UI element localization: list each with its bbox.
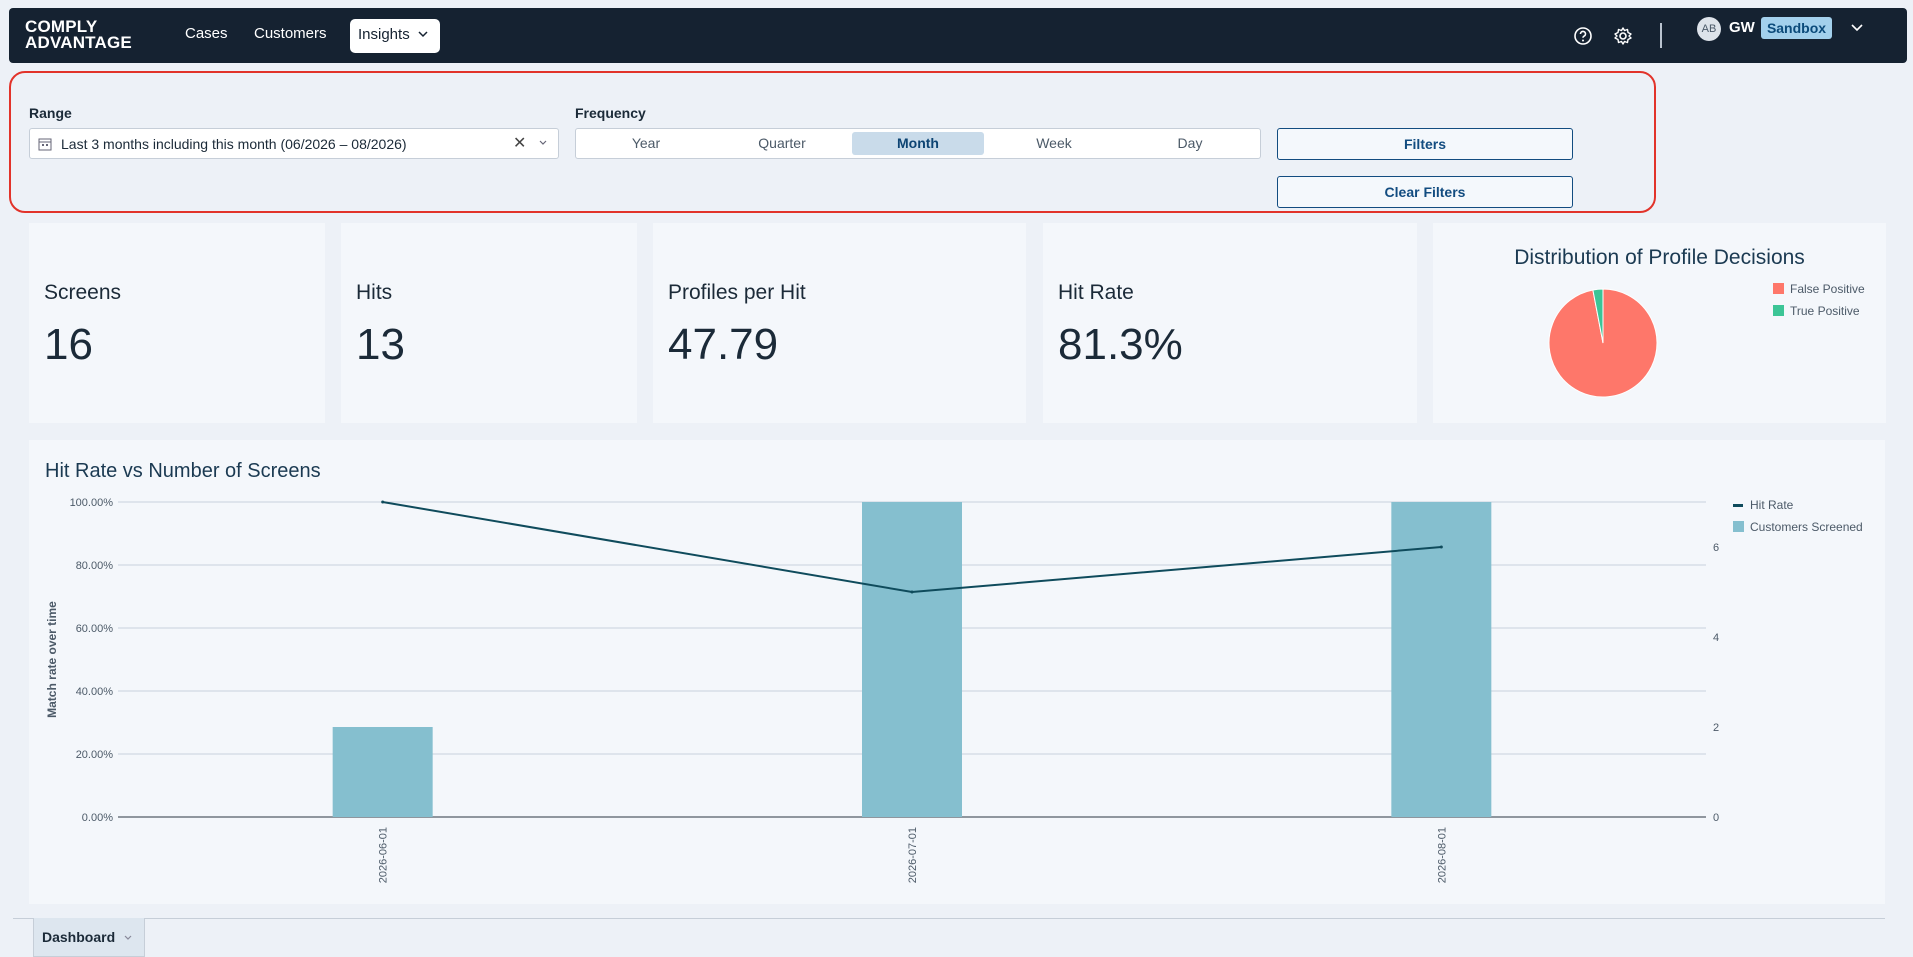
- profiles-per-hit-value: 47.79: [668, 320, 779, 369]
- legend-hit-rate-swatch: [1733, 504, 1743, 507]
- y2-axis-tick-label: 2: [1713, 722, 1719, 734]
- logo-line-2: ADVANTAGE: [25, 33, 132, 52]
- dashboard-tab-label: Dashboard: [42, 929, 116, 945]
- legend-true-positive[interactable]: True Positive: [1773, 304, 1860, 318]
- user-initials[interactable]: GW: [1729, 19, 1755, 36]
- screens-title: Screens: [44, 281, 122, 304]
- hit-rate-chart-panel: Hit Rate vs Number of Screens 0.00% 20.00…: [29, 440, 1885, 904]
- nav-insights-dropdown[interactable]: Insights: [350, 19, 440, 53]
- range-label: Range: [29, 105, 72, 121]
- y-axis-tick-label: 60.00%: [76, 623, 114, 635]
- range-select[interactable]: Last 3 months including this month (06/2…: [29, 128, 559, 159]
- calendar-icon: [38, 138, 52, 151]
- screens-card: Screens 16: [29, 223, 325, 423]
- hit-rate-value: 81.3%: [1058, 320, 1183, 369]
- account-chevron-down-icon[interactable]: [1849, 21, 1865, 35]
- x-axis-tick-label: 2026-06-01: [378, 827, 390, 883]
- bottom-tabs-divider: [13, 918, 1885, 919]
- legend-hit-rate-label[interactable]: Hit Rate: [1750, 498, 1794, 512]
- y-axis-label: Match rate over time: [45, 601, 59, 718]
- logo-line-1: COMPLY: [25, 17, 98, 36]
- frequency-option-year[interactable]: Year: [631, 135, 661, 151]
- bar-customers-screened[interactable]: [1391, 502, 1492, 817]
- frequency-option-month[interactable]: Month: [852, 132, 984, 155]
- profile-decisions-card: Distribution of Profile Decisions False …: [1433, 223, 1886, 423]
- help-icon[interactable]: [1573, 26, 1593, 46]
- pie-slice-true-positive[interactable]: [1592, 288, 1604, 344]
- profiles-per-hit-title: Profiles per Hit: [668, 281, 806, 304]
- pie-chart-title: Distribution of Profile Decisions: [1514, 246, 1805, 269]
- legend-false-positive[interactable]: False Positive: [1773, 282, 1865, 296]
- y-axis-tick-label: 80.00%: [76, 560, 114, 572]
- frequency-option-day[interactable]: Day: [1177, 135, 1203, 151]
- legend-true-positive-label: True Positive: [1790, 304, 1860, 318]
- settings-icon[interactable]: [1613, 26, 1633, 46]
- frequency-label: Frequency: [575, 105, 646, 121]
- legend-false-positive-label: False Positive: [1790, 282, 1865, 296]
- screens-value: 16: [44, 320, 93, 369]
- y2-axis-tick-label: 0: [1713, 812, 1719, 824]
- combo-chart: 0.00% 20.00% 40.00% 60.00% 80.00% 100.00% 0 2 4 6…: [45, 497, 1863, 883]
- frequency-segmented-control: Year Quarter Month Week Day: [575, 128, 1261, 159]
- x-axis-tick-label: 2026-07-01: [907, 827, 919, 883]
- bar-customers-screened[interactable]: [862, 502, 962, 817]
- combo-chart-title: Hit Rate vs Number of Screens: [45, 460, 321, 482]
- filters-button[interactable]: Filters: [1277, 128, 1573, 160]
- y-axis-tick-label: 20.00%: [76, 749, 114, 761]
- y-axis-tick-label: 0.00%: [82, 812, 113, 824]
- y2-axis-tick-label: 4: [1713, 632, 1719, 644]
- frequency-option-quarter[interactable]: Quarter: [758, 135, 806, 151]
- point-hit-rate[interactable]: [381, 500, 385, 504]
- hit-rate-title: Hit Rate: [1058, 281, 1134, 304]
- clear-filters-button[interactable]: Clear Filters: [1277, 176, 1573, 208]
- point-hit-rate[interactable]: [910, 590, 914, 594]
- pie-chart: [1548, 288, 1658, 398]
- y2-axis-tick-label: 6: [1713, 542, 1719, 554]
- chevron-down-icon: [124, 935, 132, 940]
- legend-customers-screened-label[interactable]: Customers Screened: [1750, 520, 1863, 534]
- point-hit-rate[interactable]: [1439, 545, 1443, 549]
- y-axis-tick-label: 40.00%: [76, 686, 114, 698]
- bar-customers-screened[interactable]: [332, 727, 433, 817]
- nav-divider: [1660, 23, 1662, 48]
- top-navigation-bar: COMPLY ADVANTAGE Cases Customers Insight…: [9, 8, 1907, 63]
- hits-title: Hits: [356, 281, 393, 304]
- false-positive-swatch: [1773, 283, 1784, 294]
- nav-insights-label: Insights: [358, 26, 410, 43]
- dashboard-tab[interactable]: Dashboard: [33, 918, 145, 957]
- profiles-per-hit-card: Profiles per Hit 47.79: [653, 223, 1026, 423]
- clear-range-icon[interactable]: ✕: [513, 135, 527, 152]
- range-value: Last 3 months including this month (06/2…: [61, 136, 407, 152]
- frequency-option-week[interactable]: Week: [1036, 135, 1072, 151]
- nav-cases[interactable]: Cases: [185, 25, 228, 42]
- hit-rate-card: Hit Rate 81.3%: [1043, 223, 1417, 423]
- nav-customers[interactable]: Customers: [254, 25, 327, 42]
- x-axis-tick-label: 2026-08-01: [1436, 827, 1448, 883]
- filters-panel: [9, 71, 1656, 213]
- chevron-down-icon: [418, 31, 428, 38]
- chevron-down-icon[interactable]: [538, 138, 548, 148]
- y-axis-tick-label: 100.00%: [70, 497, 114, 509]
- true-positive-swatch: [1773, 305, 1784, 316]
- hits-value: 13: [356, 320, 405, 369]
- user-avatar[interactable]: AB: [1697, 17, 1721, 41]
- environment-badge: Sandbox: [1761, 17, 1832, 39]
- legend-customers-screened-swatch: [1733, 521, 1744, 532]
- comply-advantage-logo[interactable]: COMPLY ADVANTAGE: [25, 17, 132, 52]
- hits-card: Hits 13: [341, 223, 637, 423]
